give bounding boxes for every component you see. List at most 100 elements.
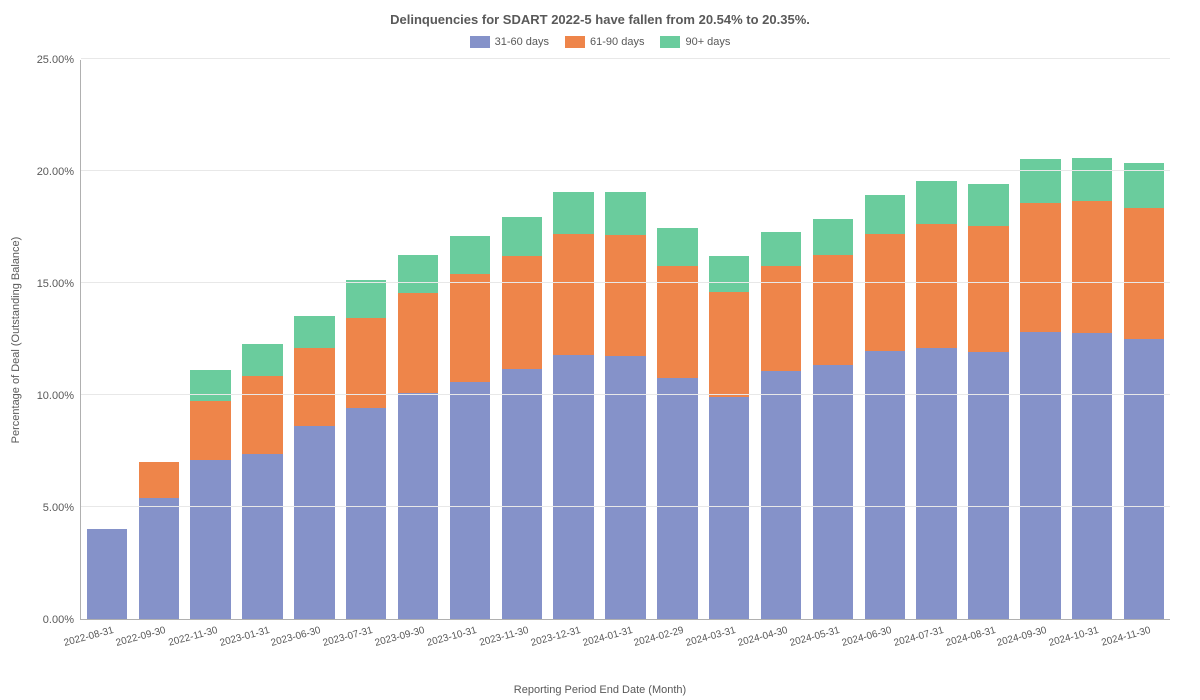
ytick-label: 20.00%: [4, 166, 74, 178]
bar-segment: [1124, 339, 1164, 619]
bar-slot: 2024-11-30: [1118, 60, 1170, 619]
bar-segment: [968, 352, 1008, 619]
bar-stack: [294, 316, 334, 619]
bar-segment: [761, 232, 801, 267]
bar-segment: [242, 344, 282, 376]
ytick-label: 25.00%: [4, 54, 74, 66]
xtick-label: 2023-09-30: [374, 625, 426, 649]
bar-slot: 2022-11-30: [185, 60, 237, 619]
bar-slot: 2024-01-31: [600, 60, 652, 619]
bar-segment: [398, 293, 438, 393]
xtick-label: 2023-06-30: [270, 625, 322, 649]
bar-segment: [813, 219, 853, 255]
xtick-label: 2024-04-30: [737, 625, 789, 649]
bar-segment: [450, 382, 490, 619]
xtick-label: 2024-03-31: [685, 625, 737, 649]
bar-segment: [242, 376, 282, 454]
bar-segment: [294, 316, 334, 348]
bar-segment: [657, 378, 697, 619]
ytick-label: 5.00%: [4, 502, 74, 514]
bar-stack: [87, 529, 127, 619]
bar-segment: [398, 255, 438, 293]
bar-segment: [1124, 208, 1164, 339]
bar-stack: [398, 255, 438, 619]
bar-segment: [605, 192, 645, 235]
xtick-label: 2023-11-30: [478, 625, 530, 649]
bar-stack: [553, 192, 593, 619]
bar-segment: [242, 454, 282, 619]
bar-segment: [190, 460, 230, 619]
bar-stack: [916, 181, 956, 619]
bar-segment: [1020, 332, 1060, 619]
bar-slot: 2024-07-31: [911, 60, 963, 619]
bar-stack: [1020, 159, 1060, 619]
ytick-label: 10.00%: [4, 390, 74, 402]
bar-segment: [968, 226, 1008, 353]
xtick-label: 2024-06-30: [841, 625, 893, 649]
gridline: [81, 394, 1170, 395]
bar-slot: 2023-07-31: [340, 60, 392, 619]
bar-stack: [502, 217, 542, 619]
gridline: [81, 282, 1170, 283]
bar-segment: [502, 217, 542, 256]
bar-segment: [294, 426, 334, 619]
legend-swatch: [470, 36, 490, 48]
xtick-label: 2024-08-31: [944, 625, 996, 649]
bars-row: 2022-08-312022-09-302022-11-302023-01-31…: [81, 60, 1170, 619]
bar-stack: [605, 192, 645, 619]
plot-area: 2022-08-312022-09-302022-11-302023-01-31…: [80, 60, 1170, 620]
bar-segment: [916, 224, 956, 348]
bar-segment: [865, 234, 905, 352]
bar-stack: [1072, 158, 1112, 619]
bar-segment: [190, 401, 230, 460]
xtick-label: 2024-01-31: [581, 625, 633, 649]
bar-segment: [813, 255, 853, 365]
bar-segment: [709, 256, 749, 292]
bar-slot: 2024-10-31: [1066, 60, 1118, 619]
bar-segment: [657, 228, 697, 266]
bar-segment: [865, 351, 905, 619]
ytick-label: 0.00%: [4, 614, 74, 626]
legend-item: 31-60 days: [470, 36, 549, 48]
legend-swatch: [660, 36, 680, 48]
xtick-label: 2023-12-31: [529, 625, 581, 649]
bar-slot: 2022-08-31: [81, 60, 133, 619]
legend-label: 90+ days: [685, 36, 730, 48]
bar-slot: 2023-11-30: [496, 60, 548, 619]
bar-segment: [657, 266, 697, 378]
xtick-label: 2022-09-30: [114, 625, 166, 649]
bar-stack: [190, 370, 230, 619]
xtick-label: 2024-09-30: [996, 625, 1048, 649]
bar-stack: [450, 236, 490, 619]
bar-segment: [502, 256, 542, 369]
x-axis-label: Reporting Period End Date (Month): [0, 684, 1200, 696]
bar-stack: [865, 195, 905, 619]
gridline: [81, 170, 1170, 171]
legend-label: 61-90 days: [590, 36, 644, 48]
bar-segment: [968, 184, 1008, 225]
legend-item: 61-90 days: [565, 36, 644, 48]
legend-swatch: [565, 36, 585, 48]
bar-segment: [761, 371, 801, 619]
bar-segment: [605, 235, 645, 356]
gridline: [81, 506, 1170, 507]
bar-stack: [761, 232, 801, 620]
y-axis-label: Percentage of Deal (Outstanding Balance): [10, 237, 22, 444]
bar-slot: 2024-02-29: [651, 60, 703, 619]
bar-segment: [605, 356, 645, 619]
legend-label: 31-60 days: [495, 36, 549, 48]
bar-segment: [916, 181, 956, 224]
bar-segment: [865, 195, 905, 234]
bar-segment: [346, 280, 386, 318]
legend-item: 90+ days: [660, 36, 730, 48]
bar-stack: [139, 462, 179, 619]
bar-slot: 2023-10-31: [444, 60, 496, 619]
xtick-label: 2024-07-31: [892, 625, 944, 649]
bar-stack: [968, 184, 1008, 619]
bar-segment: [553, 192, 593, 233]
bar-slot: 2024-03-31: [703, 60, 755, 619]
bar-segment: [709, 397, 749, 619]
chart-title: Delinquencies for SDART 2022-5 have fall…: [0, 12, 1200, 27]
bar-stack: [657, 228, 697, 619]
xtick-label: 2022-11-30: [167, 625, 219, 649]
